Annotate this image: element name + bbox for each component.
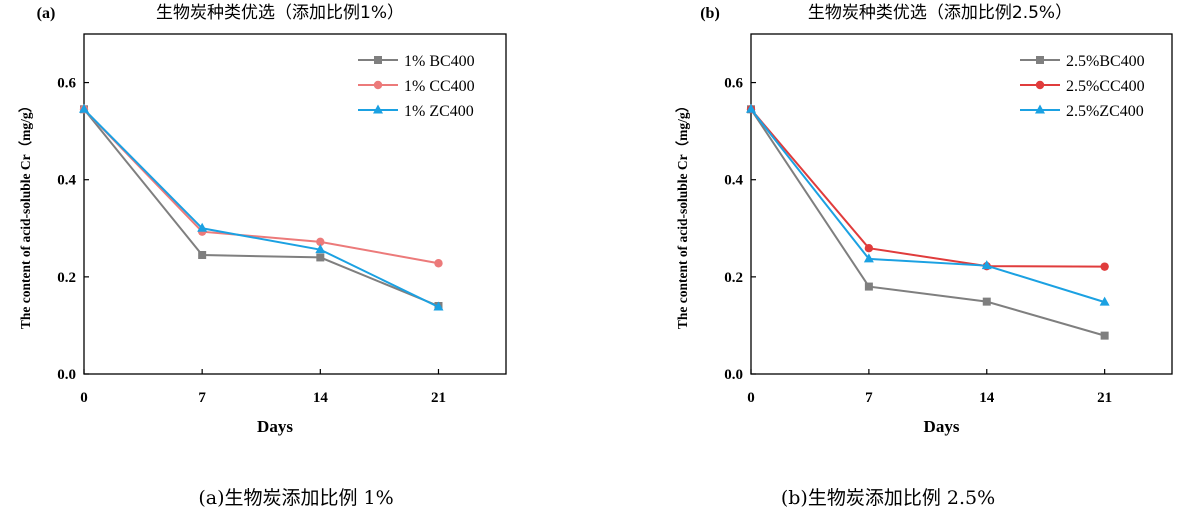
chart-a-legend-label: 1% BC400 <box>404 53 475 70</box>
chart-b-legend-label: 2.5%CC400 <box>1066 78 1145 95</box>
chart-a-svg: (a) 生物炭种类优选（添加比例1%） 0 7 14 21 0.0 0.2 0.4 0.6 Days… <box>18 3 507 436</box>
chart-b-ytick-label: 0.2 <box>724 270 743 286</box>
chart-b-ytick-label: 0.4 <box>724 173 743 189</box>
chart-panel-a: (a) 生物炭种类优选（添加比例1%） 0 7 14 21 0.0 0.2 0.4 0.6 Days… <box>18 3 507 509</box>
chart-b-series-1-point <box>1100 331 1109 340</box>
chart-a-legend-swatch-marker <box>373 80 383 90</box>
chart-a-legend-swatch-marker <box>374 56 382 64</box>
chart-a-series-2-line <box>83 108 439 265</box>
chart-a-caption: (a)生物炭添加比例 1% <box>198 487 394 509</box>
chart-b-x-axis-label: Days <box>924 417 960 436</box>
chart-b-legend-swatch-marker <box>1036 56 1044 64</box>
chart-a-x-axis-label: Days <box>257 417 293 436</box>
chart-a-xtick-label: 21 <box>431 390 446 406</box>
chart-a-series-3-point <box>197 222 208 232</box>
chart-a-series-1-line <box>83 108 439 307</box>
chart-b-series-1-point <box>864 282 873 291</box>
chart-b-ytick-label: 0.0 <box>724 367 743 383</box>
chart-a-legend-swatch-marker <box>373 104 383 114</box>
chart-b-series-2-point <box>864 244 874 253</box>
chart-b-series-3-point <box>981 260 992 270</box>
chart-a-series-3-point <box>79 103 89 113</box>
chart-a-tag: (a) <box>37 5 56 22</box>
chart-b-y-axis-label: The content of acid-soluble Cr（mg/g） <box>675 99 690 329</box>
chart-b-tag: (b) <box>700 5 720 22</box>
chart-b-title: 生物炭种类优选（添加比例2.5%） <box>808 3 1072 23</box>
chart-b-series-3-point <box>1099 296 1110 306</box>
chart-a-series-3-point <box>315 244 326 254</box>
chart-b-xtick-label: 14 <box>979 390 995 406</box>
chart-b-caption: (b)生物炭添加比例 2.5% <box>780 487 996 509</box>
chart-b-plot-frame <box>750 33 1173 375</box>
chart-a-series-3-point <box>433 301 444 311</box>
chart-b-ytick-label: 0.6 <box>724 76 743 92</box>
chart-b-legend-label: 2.5%ZC400 <box>1066 103 1144 120</box>
chart-a-series-1-point <box>198 251 207 259</box>
chart-b-xtick-label: 0 <box>747 390 755 406</box>
chart-a-series-1-point <box>316 253 325 262</box>
chart-b-legend-swatch-marker <box>1035 104 1045 114</box>
chart-b-legend-swatch-marker <box>1035 80 1045 90</box>
chart-b-svg: (b) 生物炭种类优选（添加比例2.5%） 0 7 14 21 0.0 0.2 0.4 0.6 Da… <box>675 3 1173 436</box>
chart-a-xtick-label: 7 <box>198 390 206 406</box>
chart-b-series-3-point <box>863 253 874 263</box>
chart-b-xtick-label: 21 <box>1097 390 1112 406</box>
chart-b-series-1-line <box>750 108 1105 337</box>
chart-b-xtick-label: 7 <box>865 390 873 406</box>
chart-a-ytick-label: 0.2 <box>57 270 76 286</box>
chart-panel-b: (b) 生物炭种类优选（添加比例2.5%） 0 7 14 21 0.0 0.2 0.4 0.6 Da… <box>592 0 1184 520</box>
chart-a-series-2-point <box>316 237 325 247</box>
chart-a-ytick-label: 0.4 <box>57 173 76 189</box>
chart-a-xtick-label: 14 <box>313 390 329 406</box>
chart-b-series-2-point <box>1100 262 1109 271</box>
chart-a-ytick-label: 0.6 <box>57 76 76 92</box>
chart-a-title: 生物炭种类优选（添加比例1%） <box>156 3 404 23</box>
chart-a-y-axis-label: The content of acid-soluble Cr（mg/g） <box>18 99 33 329</box>
chart-b-series-3-point <box>746 103 756 113</box>
chart-a-xtick-label: 0 <box>80 390 88 406</box>
chart-a-ytick-label: 0.0 <box>57 367 76 383</box>
chart-a-series-3-line <box>83 108 439 308</box>
chart-a-legend-label: 1% CC400 <box>404 78 475 95</box>
chart-b-series-3-line <box>750 108 1105 304</box>
chart-a-plot-frame <box>83 33 507 375</box>
chart-a-legend-label: 1% ZC400 <box>404 103 474 120</box>
chart-b-series-1-point <box>982 297 991 306</box>
chart-b-legend-label: 2.5%BC400 <box>1066 53 1145 70</box>
chart-a-series-2-point <box>434 259 443 268</box>
chart-b-series-2-line <box>750 108 1105 268</box>
